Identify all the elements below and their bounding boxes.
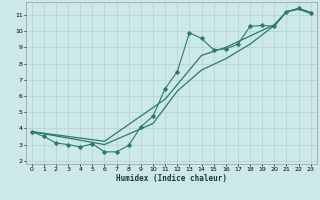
X-axis label: Humidex (Indice chaleur): Humidex (Indice chaleur) — [116, 174, 227, 183]
